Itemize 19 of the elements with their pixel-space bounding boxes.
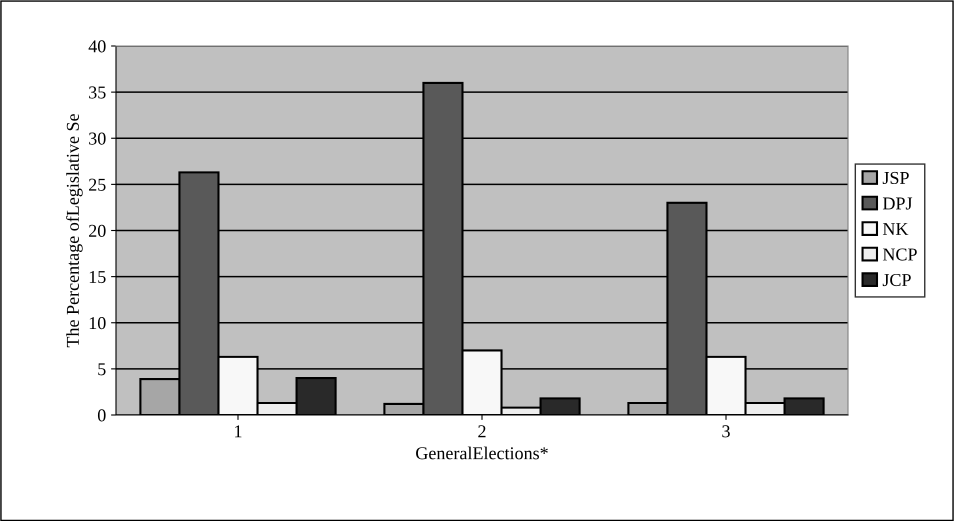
x-tick-label: 3 xyxy=(722,425,730,438)
y-tick-label: 0 xyxy=(98,409,106,422)
y-tick-label: 35 xyxy=(89,86,106,99)
legend-label: DPJ xyxy=(882,198,912,210)
y-tick-label: 20 xyxy=(89,224,106,237)
y-tick-label: 10 xyxy=(90,317,106,330)
x-axis-title: GeneralElections* xyxy=(416,446,548,460)
y-tick-label: 30 xyxy=(89,132,106,145)
y-axis-title: The Percentage ofLegislative Se xyxy=(66,114,83,348)
y-tick-label: 40 xyxy=(88,40,106,52)
legend-label: NK xyxy=(882,223,908,235)
x-tick-label: 1 xyxy=(235,425,242,438)
y-tick-label: 5 xyxy=(98,363,106,376)
legend-label: JCP xyxy=(882,274,911,286)
y-tick-label: 25 xyxy=(89,178,106,191)
legend-label: NCP xyxy=(882,248,917,261)
x-tick-label: 2 xyxy=(478,425,486,438)
y-tick-label: 15 xyxy=(90,270,106,284)
legend-label: JSP xyxy=(882,172,909,184)
